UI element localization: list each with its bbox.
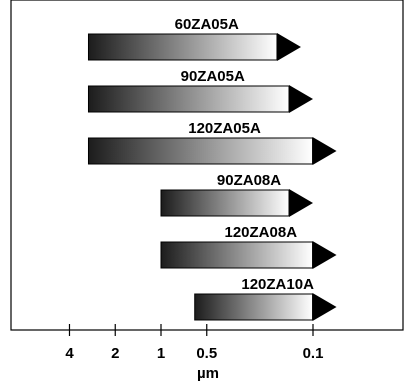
bar-body <box>87 33 278 61</box>
x-tick-label: 2 <box>111 345 119 362</box>
bar-60za05a: 60ZA05A <box>87 16 301 61</box>
x-tick-label: 0.1 <box>303 345 324 362</box>
x-axis-unit-label: µm <box>197 365 219 382</box>
bar-120za08a: 120ZA08A <box>160 224 337 269</box>
bar-label: 90ZA05A <box>181 68 245 85</box>
x-axis-ticks: 4 2 1 0.5 0.1 <box>65 324 323 362</box>
x-tick-label: 4 <box>65 345 74 362</box>
bar-120za05a: 120ZA05A <box>87 120 337 165</box>
bar-90za08a: 90ZA08A <box>160 172 313 217</box>
bar-90za05a: 90ZA05A <box>87 68 313 113</box>
bar-body <box>87 85 290 113</box>
bar-label: 90ZA08A <box>217 172 281 189</box>
bar-arrowhead <box>312 293 337 321</box>
bar-body <box>160 241 314 269</box>
x-tick-label: 0.5 <box>196 345 217 362</box>
bar-label: 120ZA08A <box>224 224 297 241</box>
bar-120za10a: 120ZA10A <box>194 276 337 321</box>
bar-body <box>160 189 290 217</box>
bar-arrowhead <box>289 85 313 113</box>
bar-arrowhead <box>312 241 337 269</box>
bar-arrowhead <box>276 33 301 61</box>
bar-label: 120ZA05A <box>188 120 261 137</box>
bar-label: 120ZA10A <box>241 276 314 293</box>
bar-label: 60ZA05A <box>175 16 239 33</box>
bar-arrowhead <box>312 137 337 165</box>
bar-arrowhead <box>289 189 313 217</box>
bar-body <box>194 293 314 321</box>
bar-body <box>87 137 314 165</box>
bars-layer: 60ZA05A 90ZA05A 120ZA05A 90ZA08A 120ZA08A 120… <box>87 16 337 321</box>
x-tick-label: 1 <box>157 345 165 362</box>
